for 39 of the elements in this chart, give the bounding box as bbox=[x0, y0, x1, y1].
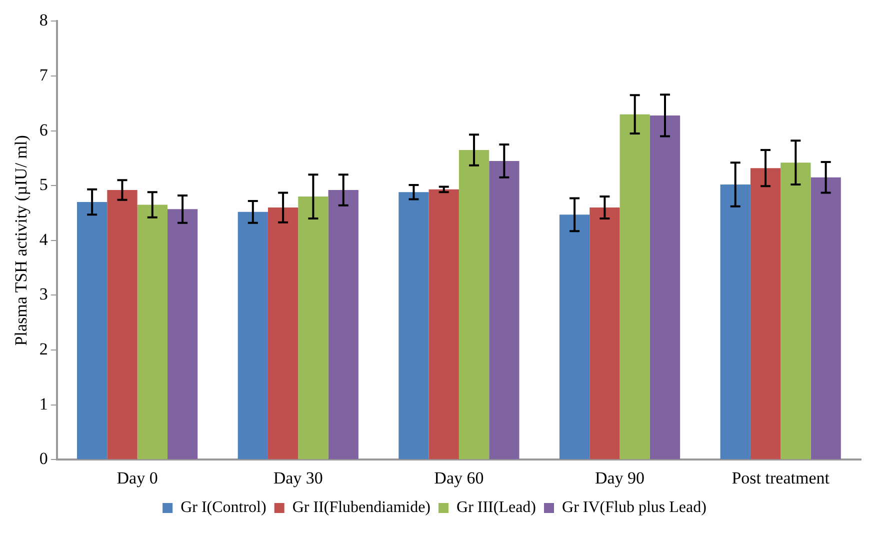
y-tick-label: 0 bbox=[39, 449, 48, 468]
bar bbox=[238, 212, 268, 460]
bar bbox=[458, 150, 490, 460]
bar bbox=[750, 168, 781, 460]
legend-label: Gr I(Control) bbox=[180, 499, 266, 516]
bar bbox=[268, 208, 298, 460]
bar bbox=[650, 115, 680, 460]
x-tick-label: Day 30 bbox=[273, 468, 323, 488]
x-tick-label: Day 0 bbox=[116, 468, 158, 488]
x-tick-label: Day 90 bbox=[594, 468, 645, 488]
legend-label: Gr III(Lead) bbox=[456, 499, 536, 516]
bar bbox=[398, 192, 429, 460]
y-tick-label: 6 bbox=[39, 120, 48, 140]
y-axis-title: Plasma TSH activity (µIU/ ml) bbox=[12, 135, 31, 346]
bar bbox=[298, 196, 328, 460]
bar bbox=[780, 162, 811, 460]
bar bbox=[137, 204, 168, 460]
y-tick-label: 3 bbox=[39, 284, 48, 304]
bar bbox=[620, 114, 650, 460]
bar bbox=[559, 214, 590, 460]
bar bbox=[77, 202, 108, 460]
y-tick-label: 4 bbox=[39, 230, 48, 249]
bar bbox=[489, 160, 520, 460]
y-tick-label: 7 bbox=[39, 65, 48, 84]
bar bbox=[590, 208, 620, 460]
legend-label: Gr II(Flubendiamide) bbox=[292, 499, 431, 516]
bar bbox=[428, 189, 459, 460]
legend-label: Gr IV(Flub plus Lead) bbox=[562, 499, 706, 516]
y-tick-label: 5 bbox=[39, 175, 48, 194]
bar bbox=[107, 190, 138, 460]
x-tick-label: Day 60 bbox=[434, 468, 484, 488]
bar bbox=[328, 190, 358, 460]
y-tick-label: 2 bbox=[39, 339, 48, 358]
y-tick-label: 1 bbox=[39, 394, 48, 414]
bar bbox=[720, 184, 750, 460]
y-tick-label: 8 bbox=[39, 10, 48, 30]
x-tick-label: Post treatment bbox=[732, 468, 830, 488]
bar bbox=[810, 177, 841, 460]
bar bbox=[167, 209, 198, 460]
